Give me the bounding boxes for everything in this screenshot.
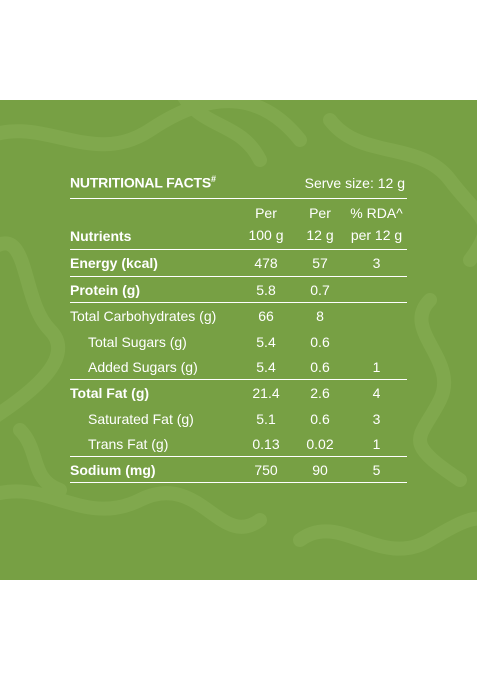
divider [70,276,407,277]
table-row-saturated-fat: Saturated Fat (g) 5.1 0.6 3 [70,406,407,431]
nutrient-name: Added Sugars (g) [88,358,198,375]
value-per-12g: 90 [312,461,328,478]
value-per-100g: 5.4 [256,358,276,375]
divider [70,379,407,380]
value-per-100g: 5.4 [256,333,276,350]
value-per-12g: 0.7 [310,281,330,298]
value-rda: 3 [372,410,381,427]
nutrient-name: Total Fat (g) [70,385,150,401]
table-row-energy: Energy (kcal) 478 57 3 [70,250,407,276]
nutrient-name: Total Carbohydrates (g) [70,308,217,324]
table-row-trans-fat: Trans Fat (g) 0.13 0.02 1 [70,431,407,456]
table-row-protein: Protein (g) 5.8 0.7 [70,277,407,302]
value-per-12g: 0.6 [310,410,330,427]
header-rda: % RDA^ per 12 g [350,205,403,243]
value-per-100g: 5.1 [256,410,276,427]
divider [70,198,407,199]
facts-title: NUTRITIONAL FACTS# [70,174,216,191]
header-per-100g: Per 100 g [248,205,284,243]
value-per-100g: 66 [258,308,274,324]
header-nutrients: Nutrients [70,228,132,244]
divider [70,456,407,457]
nutrient-name: Saturated Fat (g) [88,410,194,427]
table-row-total-fat: Total Fat (g) 21.4 2.6 4 [70,380,407,406]
value-per-12g: 0.6 [310,333,330,350]
table-row-sodium: Sodium (mg) 750 90 5 [70,457,407,482]
value-per-100g: 750 [254,461,278,478]
value-rda: 5 [372,461,381,478]
divider [70,482,407,483]
value-per-12g: 0.02 [306,435,334,452]
value-per-12g: 0.6 [310,358,330,375]
nutrient-name: Energy (kcal) [70,255,158,271]
divider [70,302,407,303]
header-per-12g: Per 12 g [306,205,334,243]
value-rda: 4 [372,385,381,401]
swirl-background-pattern [0,100,477,556]
serve-size: Serve size: 12 g [304,174,405,191]
nutrient-name: Total Sugars (g) [88,333,187,350]
nutrient-name: Sodium (mg) [70,461,156,478]
value-per-12g: 8 [316,308,324,324]
value-per-100g: 5.8 [256,281,276,298]
value-rda: 1 [372,358,381,375]
nutrient-name: Protein (g) [70,281,140,298]
value-per-12g: 2.6 [310,385,330,401]
value-per-12g: 57 [312,255,328,271]
nutrient-name: Trans Fat (g) [88,435,169,452]
nutrition-facts-table: NUTRITIONAL FACTS# Serve size: 12 g Nutr… [70,174,407,483]
value-rda: 3 [372,255,381,271]
nutrition-panel: NUTRITIONAL FACTS# Serve size: 12 g Nutr… [0,100,477,580]
value-per-100g: 0.13 [252,435,280,452]
table-row-added-sugars: Added Sugars (g) 5.4 0.6 1 [70,354,407,379]
value-per-100g: 478 [254,255,278,271]
value-rda: 1 [372,435,381,452]
table-row-carbohydrates: Total Carbohydrates (g) 66 8 [70,303,407,329]
value-per-100g: 21.4 [252,385,280,401]
title-row: NUTRITIONAL FACTS# Serve size: 12 g [70,174,407,198]
table-row-total-sugars: Total Sugars (g) 5.4 0.6 [70,329,407,354]
table-header: Nutrients Per 100 g Per 12 g % RDA^ per 12 … [70,199,407,249]
divider [70,249,407,250]
